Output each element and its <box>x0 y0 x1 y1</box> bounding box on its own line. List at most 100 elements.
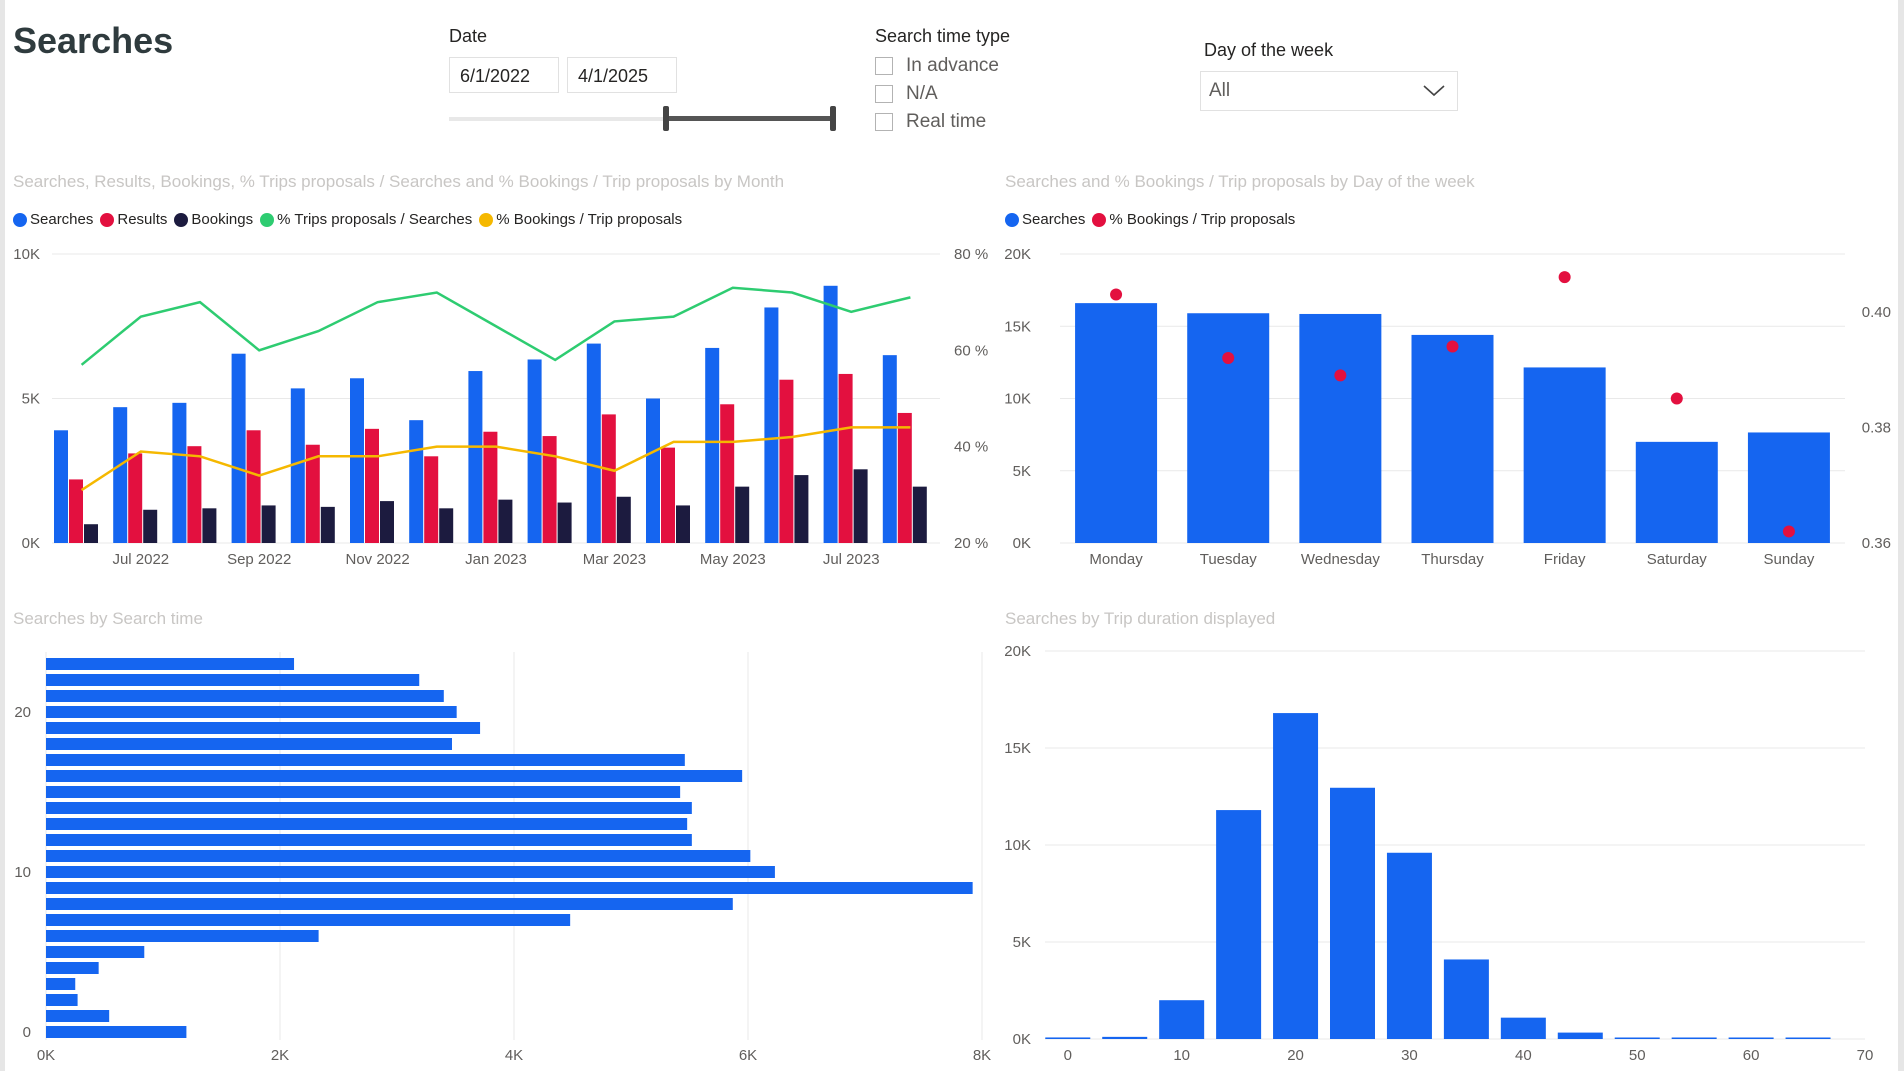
y2-axis-tick: 0.40 <box>1862 304 1891 321</box>
checkbox-in-advance[interactable]: In advance <box>875 54 999 78</box>
x-axis-tick: Jan 2023 <box>465 551 527 568</box>
checkbox-box[interactable] <box>875 113 893 131</box>
bar-searches <box>1635 441 1718 543</box>
date-slider-end-handle[interactable] <box>830 106 836 131</box>
bar-searches <box>46 994 78 1006</box>
y-axis-tick: 10K <box>1004 837 1031 854</box>
checkbox-box[interactable] <box>875 85 893 103</box>
legend-item-bookings[interactable]: Bookings <box>174 211 253 228</box>
checkbox-na[interactable]: N/A <box>875 82 938 106</box>
bar-results <box>483 431 498 543</box>
point-bookings-pct <box>1782 525 1795 538</box>
bar-searches <box>46 1026 187 1038</box>
day-of-week-dropdown[interactable]: All <box>1200 71 1458 111</box>
bar-searches <box>705 347 720 543</box>
bar-searches <box>46 754 685 766</box>
y-axis-tick: 5K <box>1013 934 1031 951</box>
monthly-chart-title: Searches, Results, Bookings, % Trips pro… <box>13 172 785 191</box>
bar-bookings <box>912 486 927 543</box>
y2-axis-tick: 20 % <box>954 535 988 552</box>
bar-searches <box>113 407 128 543</box>
legend-label: % Bookings / Trip proposals <box>496 211 683 228</box>
date-slicer-label: Date <box>449 26 488 46</box>
bar-searches <box>1273 713 1319 1039</box>
x-axis-tick: 8K <box>973 1047 991 1064</box>
y2-axis-tick: 40 % <box>954 439 988 456</box>
bar-results <box>187 446 202 543</box>
bar-searches <box>46 738 452 750</box>
date-slider-start-handle[interactable] <box>663 106 669 131</box>
checkbox-real-time[interactable]: Real time <box>875 110 986 134</box>
legend-item-results[interactable]: Results <box>100 211 167 228</box>
bar-searches <box>350 378 364 543</box>
bar-searches <box>1671 1037 1717 1039</box>
bar-searches <box>231 353 246 543</box>
legend-dot <box>479 212 494 227</box>
date-end-input[interactable]: 4/1/2025 <box>567 57 677 93</box>
bar-bookings <box>794 475 809 543</box>
legend-label: Searches <box>1022 211 1086 228</box>
legend-item-bookings-pct[interactable]: % Bookings / Trip proposals <box>1092 211 1295 228</box>
y-axis-tick: 0K <box>22 535 40 552</box>
bar-bookings <box>202 508 217 543</box>
bar-results <box>305 444 320 543</box>
day-of-week-label: Day of the week <box>1204 40 1334 60</box>
date-start-input[interactable]: 6/1/2022 <box>449 57 559 93</box>
y-axis-tick: 15K <box>1004 318 1031 335</box>
bar-bookings <box>320 506 335 543</box>
weekday-chart-title: Searches and % Bookings / Trip proposals… <box>1005 172 1475 191</box>
legend-item-bookings-pct[interactable]: % Bookings / Trip proposals <box>479 211 682 228</box>
bar-bookings <box>676 505 690 543</box>
y2-axis-tick: 60 % <box>954 342 988 359</box>
bar-searches <box>46 786 681 798</box>
y-axis-tick: 10 <box>14 864 31 881</box>
point-bookings-pct <box>1110 288 1123 301</box>
bar-bookings <box>380 501 394 543</box>
bar-results <box>69 479 83 543</box>
bar-searches <box>1299 313 1382 543</box>
legend-item-trips-pct[interactable]: % Trips proposals / Searches <box>260 211 472 228</box>
y-axis-tick: 20 <box>14 704 31 721</box>
point-bookings-pct <box>1558 271 1571 284</box>
legend-item-searches[interactable]: Searches <box>1005 211 1085 228</box>
y2-axis-tick: 0.38 <box>1862 419 1891 436</box>
bar-bookings <box>557 502 572 543</box>
bar-searches <box>1159 1000 1205 1039</box>
x-axis-tick: 2K <box>271 1047 289 1064</box>
date-slider-track[interactable] <box>449 117 833 121</box>
x-axis-tick: 30 <box>1401 1047 1418 1064</box>
bar-searches <box>1411 334 1494 543</box>
bar-searches <box>1747 432 1830 543</box>
bar-searches <box>1614 1037 1660 1039</box>
right-scrollbar[interactable] <box>1898 0 1904 1071</box>
x-axis-tick: Jul 2023 <box>823 551 880 568</box>
bar-results <box>128 453 143 543</box>
bar-searches <box>46 866 775 878</box>
checkbox-label: In advance <box>906 55 999 76</box>
bar-searches <box>46 946 145 958</box>
bar-searches <box>527 359 542 543</box>
legend-item-searches[interactable]: Searches <box>13 211 93 228</box>
bar-searches <box>46 706 457 718</box>
x-axis-tick: Monday <box>1089 551 1143 568</box>
search-time-type-label: Search time type <box>875 26 1011 46</box>
y-axis-tick: 10K <box>1004 391 1031 408</box>
line-trips-proposals-pct <box>80 286 911 366</box>
bar-searches <box>46 690 444 702</box>
bar-bookings <box>143 509 158 543</box>
x-axis-tick: Friday <box>1544 551 1586 568</box>
checkbox-box[interactable] <box>875 57 893 75</box>
bar-searches <box>290 388 305 543</box>
bar-searches <box>46 770 743 782</box>
x-axis-tick: May 2023 <box>700 551 766 568</box>
bar-searches <box>46 834 692 846</box>
bar-searches <box>1386 852 1432 1039</box>
bar-searches <box>46 882 973 894</box>
bar-bookings <box>616 496 631 543</box>
bar-searches <box>882 355 897 543</box>
bar-bookings <box>498 499 513 543</box>
y-axis-tick: 20K <box>1004 643 1031 660</box>
bar-searches <box>1330 787 1375 1039</box>
bar-bookings <box>439 508 454 543</box>
